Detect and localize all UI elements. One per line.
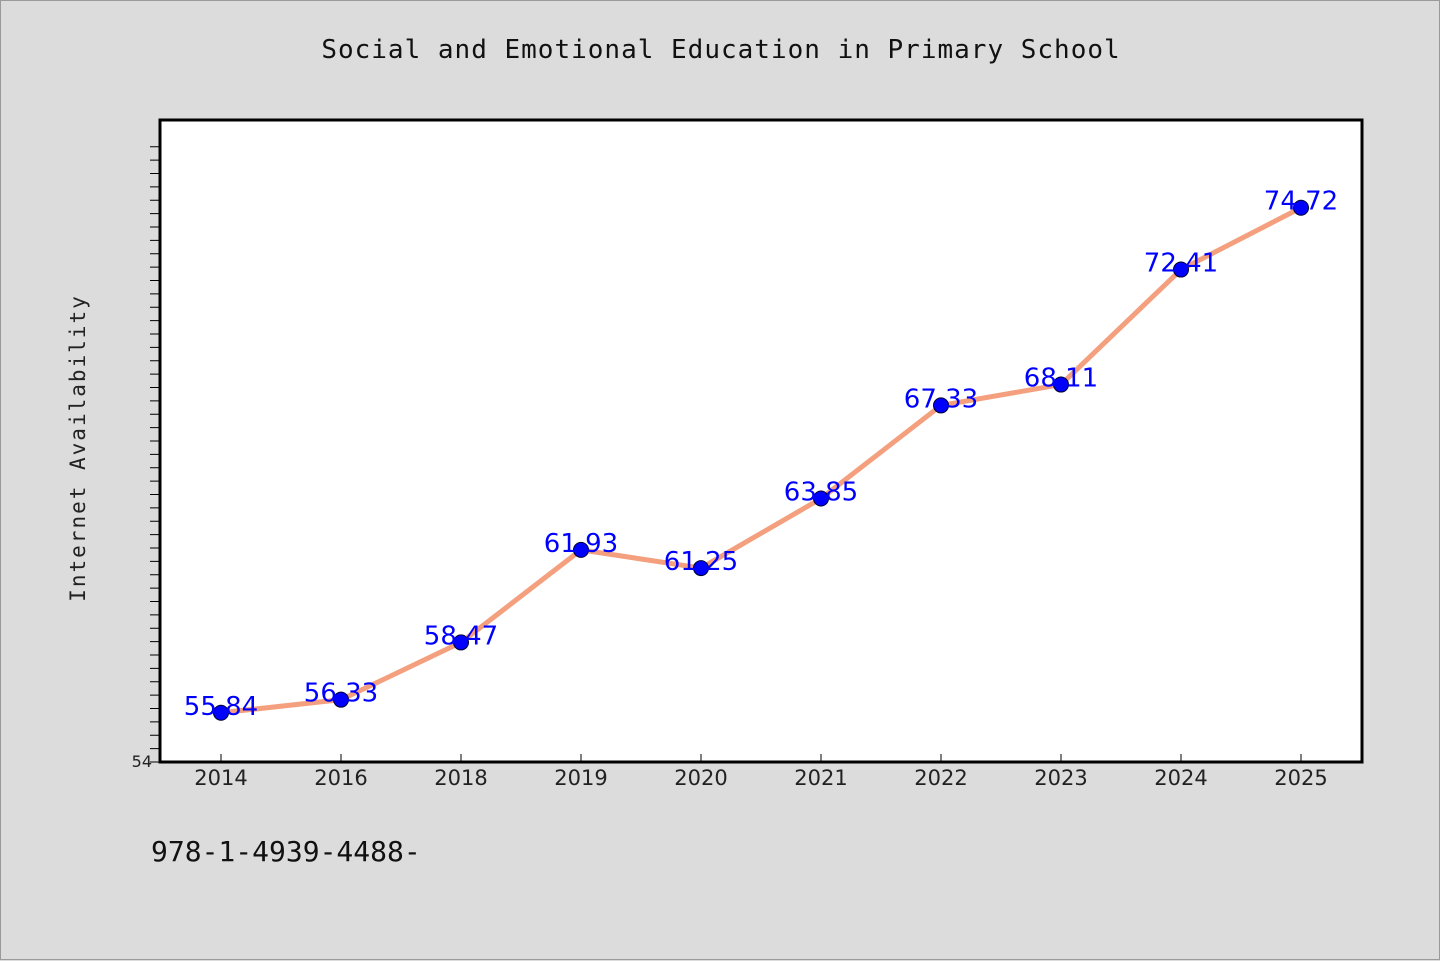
data-point (573, 541, 589, 558)
series-line (218, 205, 1304, 716)
data-label: 67.33 (904, 384, 978, 414)
data-label: 61.25 (664, 547, 738, 577)
data-point (1293, 199, 1309, 216)
x-tick-label: 2018 (434, 766, 487, 790)
x-tick-label: 2016 (314, 766, 367, 790)
x-tick-label: 2014 (194, 766, 247, 790)
y-ticks: 54 (132, 146, 160, 771)
data-label: 56.33 (304, 679, 378, 709)
x-tick-label: 2025 (1274, 766, 1327, 790)
chart-title: Social and Emotional Education in Primar… (321, 35, 1121, 65)
data-point (1173, 261, 1189, 278)
data-point (453, 634, 469, 651)
data-label: 63.85 (784, 478, 858, 508)
data-label: 61.93 (544, 529, 618, 559)
x-tick-label: 2021 (794, 766, 847, 790)
data-point (693, 560, 709, 577)
x-tick-label: 2019 (554, 766, 607, 790)
x-ticks: 2014 2016 2018 2019 2020 2021 2022 2023 2024 2025 (194, 754, 1328, 790)
footer-text: 978-1-4939-4488- (151, 835, 421, 868)
data-label: 58.47 (424, 621, 498, 651)
data-points (213, 199, 1309, 721)
data-point (813, 490, 829, 507)
y-tick-label: 54 (132, 752, 152, 771)
data-point (933, 397, 949, 414)
plot-area (158, 118, 1364, 764)
data-label: 55.84 (184, 692, 258, 722)
data-label: 72.41 (1144, 249, 1218, 279)
data-point (333, 691, 349, 708)
x-tick-label: 2022 (914, 766, 967, 790)
x-tick-label: 2024 (1154, 766, 1207, 790)
data-labels: 55.84 56.33 58.47 61.93 61.25 63.85 67.33 68.11… (184, 187, 1338, 722)
data-point (1053, 376, 1069, 393)
data-point (213, 704, 229, 721)
data-label: 74.72 (1264, 187, 1338, 217)
x-tick-label: 2023 (1034, 766, 1087, 790)
data-label: 68.11 (1024, 364, 1098, 394)
x-tick-label: 2020 (674, 766, 727, 790)
